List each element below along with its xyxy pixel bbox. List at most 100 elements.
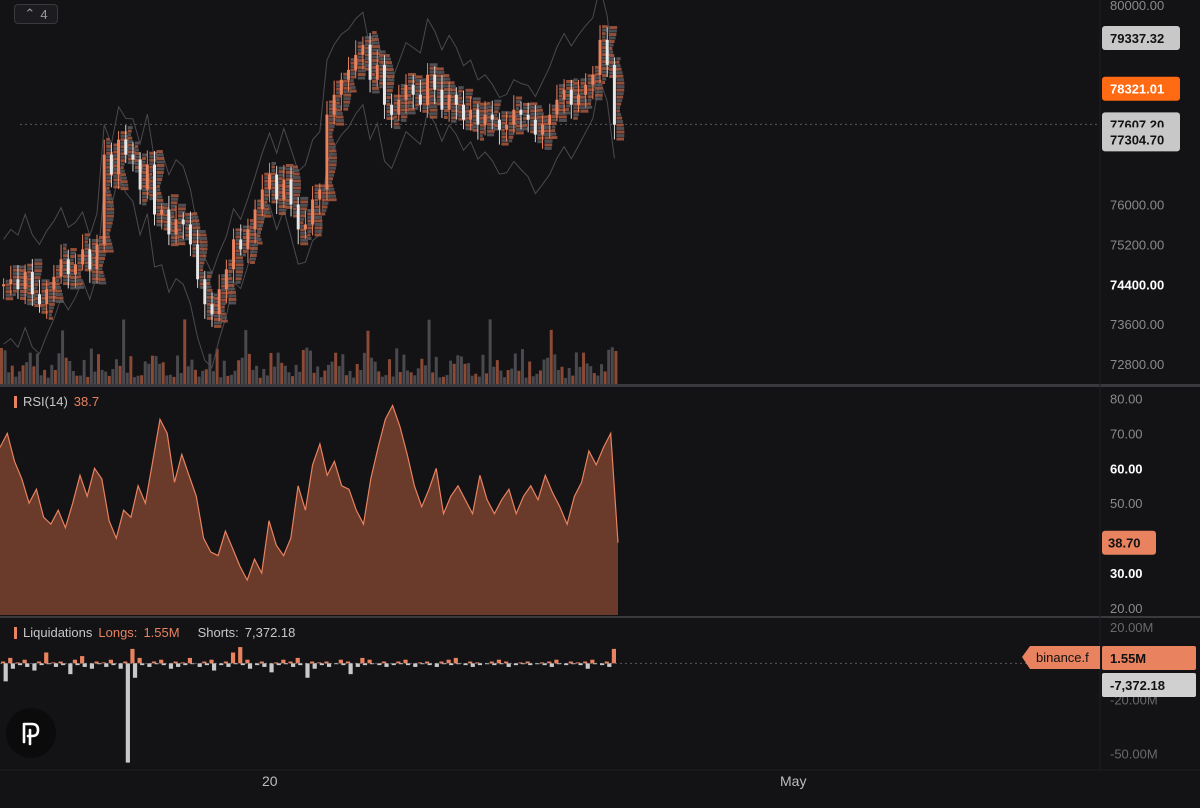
liq-short-bar (219, 663, 224, 666)
volume-bar (341, 354, 345, 384)
candle-body (368, 44, 372, 80)
liq-short-bar (578, 663, 583, 666)
footprint-cell (235, 266, 244, 270)
footprint-cell (479, 113, 488, 117)
footprint-cell (149, 151, 158, 155)
candle-body (95, 244, 99, 270)
volume-bar (402, 354, 406, 384)
footprint-cell (264, 190, 271, 194)
footprint-cell (192, 219, 200, 223)
liq-short-bar (255, 663, 260, 666)
liq-short-bar (53, 663, 59, 667)
liq-long-bar (604, 661, 609, 664)
liq-long-bar (202, 661, 207, 664)
footprint-cell (616, 67, 622, 71)
footprint-cell (408, 90, 413, 94)
footprint-cell (228, 273, 232, 277)
candle-body (469, 109, 473, 120)
footprint-cell (99, 246, 107, 250)
footprint-cell (120, 169, 125, 173)
liq-short-bar (449, 663, 454, 666)
footprint-cell (170, 239, 179, 243)
app-logo (6, 708, 56, 758)
liq-long-bar (317, 662, 322, 664)
rsi-area (0, 405, 618, 615)
footprint-cell (142, 191, 150, 195)
footprint-cell (372, 72, 376, 76)
footprint-cell (522, 106, 531, 110)
longs-value: 1.55M (143, 625, 180, 640)
footprint-cell (372, 59, 380, 63)
footprint-cell (156, 157, 165, 161)
footprint-cell (429, 66, 438, 70)
footprint-cell (106, 211, 115, 215)
footprint-cell (515, 106, 519, 110)
footprint-cell (436, 67, 444, 71)
candle-body (210, 304, 214, 315)
candle-body (303, 224, 307, 230)
footprint-cell (106, 172, 114, 176)
liq-short-bar (377, 663, 382, 666)
footprint-cell (120, 187, 129, 191)
footprint-cell (393, 126, 401, 130)
candle-body (66, 259, 70, 275)
price-axis-tick: 75200.00 (1110, 237, 1164, 252)
liq-short-bar (211, 663, 217, 671)
footprint-cell (5, 290, 12, 294)
footprint-cell (336, 98, 340, 102)
footprint-cell (580, 81, 586, 85)
collapse-panes-button[interactable]: ⌃ 4 (14, 4, 58, 24)
volume-bar (247, 353, 251, 384)
candle-body (548, 114, 552, 125)
price-axis-tick: 73600.00 (1110, 317, 1164, 332)
footprint-cell (415, 78, 423, 82)
footprint-cell (336, 84, 344, 88)
liq-short-bar (513, 663, 518, 666)
footprint-cell (106, 193, 112, 197)
volume-bar (463, 363, 467, 384)
liq-short-bar (348, 663, 353, 675)
liq-short-bar (68, 663, 73, 675)
footprint-cell (127, 140, 134, 144)
volume-bar (143, 361, 147, 384)
liq-short-bar (607, 663, 612, 667)
footprint-cell (451, 109, 459, 113)
footprint-cell (616, 113, 622, 117)
footprint-cell (293, 172, 300, 176)
footprint-cell (573, 81, 579, 85)
footprint-cell (609, 26, 618, 30)
footprint-cell (213, 324, 222, 328)
footprint-cell (300, 217, 305, 221)
volume-bar (129, 356, 133, 384)
candle-body (318, 189, 322, 200)
footprint-cell (12, 272, 21, 276)
candle-body (131, 154, 135, 160)
candle-body (483, 114, 487, 125)
footprint-cell (328, 159, 337, 163)
footprint-cell (48, 295, 57, 299)
liq-long-bar (547, 661, 552, 664)
footprint-cell (206, 281, 211, 285)
footprint-cell (594, 69, 599, 73)
candle-body (224, 269, 228, 290)
footprint-cell (134, 145, 139, 149)
footprint-cell (278, 191, 286, 195)
liq-long-bar (417, 662, 422, 664)
volume-bar (118, 365, 122, 384)
volume-bar (499, 370, 503, 384)
candle-body (562, 89, 566, 100)
footprint-cell (544, 136, 553, 140)
footprint-cell (328, 173, 335, 177)
footprint-cell (206, 299, 215, 303)
footprint-cell (429, 77, 436, 81)
footprint-cell (278, 198, 287, 202)
footprint-cell (178, 221, 183, 225)
volume-bar (384, 375, 388, 384)
footprint-cell (170, 211, 175, 215)
footprint-cell (156, 223, 163, 227)
footprint-cell (106, 232, 110, 236)
footprint-cell (616, 64, 621, 68)
footprint-cell (185, 237, 190, 241)
liq-long-bar (1, 661, 6, 664)
